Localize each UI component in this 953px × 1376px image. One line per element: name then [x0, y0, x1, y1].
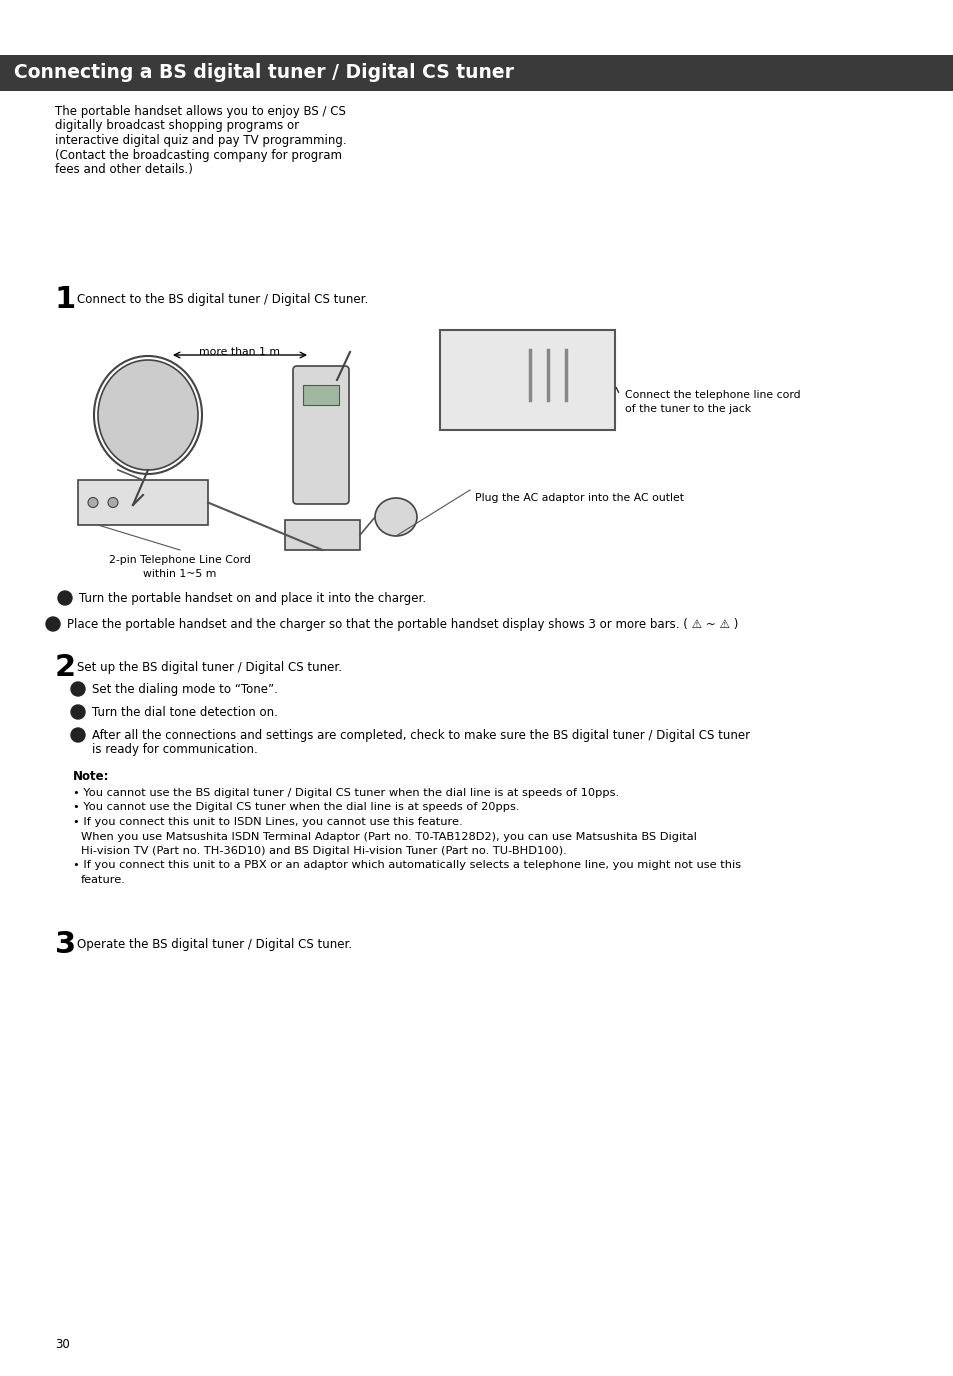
Text: is ready for communication.: is ready for communication. — [91, 743, 257, 757]
Text: Set up the BS digital tuner / Digital CS tuner.: Set up the BS digital tuner / Digital CS… — [77, 660, 341, 674]
Text: 1: 1 — [55, 285, 76, 314]
Text: Operate the BS digital tuner / Digital CS tuner.: Operate the BS digital tuner / Digital C… — [77, 938, 352, 951]
Text: Place the portable handset and the charger so that the portable handset display : Place the portable handset and the charg… — [67, 618, 738, 632]
Text: 3: 3 — [55, 930, 76, 959]
Text: • You cannot use the Digital CS tuner when the dial line is at speeds of 20pps.: • You cannot use the Digital CS tuner wh… — [73, 802, 519, 812]
Text: (Contact the broadcasting company for program: (Contact the broadcasting company for pr… — [55, 149, 341, 161]
Text: Plug the AC adaptor into the AC outlet: Plug the AC adaptor into the AC outlet — [475, 493, 683, 504]
Ellipse shape — [375, 498, 416, 537]
Text: • You cannot use the BS digital tuner / Digital CS tuner when the dial line is a: • You cannot use the BS digital tuner / … — [73, 788, 618, 798]
Circle shape — [71, 705, 85, 720]
Text: 2: 2 — [55, 654, 76, 682]
Text: 2-pin Telephone Line Cord
within 1~5 m: 2-pin Telephone Line Cord within 1~5 m — [109, 555, 251, 579]
Text: Note:: Note: — [73, 771, 110, 783]
Text: more than 1 m: more than 1 m — [199, 347, 280, 356]
FancyBboxPatch shape — [78, 480, 208, 526]
Text: Connect the telephone line cord
of the tuner to the jack: Connect the telephone line cord of the t… — [624, 389, 800, 414]
Text: Turn the dial tone detection on.: Turn the dial tone detection on. — [91, 706, 277, 720]
Ellipse shape — [98, 361, 198, 471]
Circle shape — [108, 498, 118, 508]
Circle shape — [46, 616, 60, 632]
Circle shape — [71, 682, 85, 696]
Text: Connecting a BS digital tuner / Digital CS tuner: Connecting a BS digital tuner / Digital … — [14, 63, 514, 83]
Text: 30: 30 — [55, 1337, 70, 1351]
Text: fees and other details.): fees and other details.) — [55, 162, 193, 176]
Circle shape — [58, 592, 71, 605]
Text: • If you connect this unit to a PBX or an adaptor which automatically selects a : • If you connect this unit to a PBX or a… — [73, 860, 740, 871]
Text: Turn the portable handset on and place it into the charger.: Turn the portable handset on and place i… — [79, 592, 426, 605]
Circle shape — [71, 728, 85, 742]
FancyBboxPatch shape — [293, 366, 349, 504]
Text: interactive digital quiz and pay TV programming.: interactive digital quiz and pay TV prog… — [55, 133, 346, 147]
Text: The portable handset allows you to enjoy BS / CS: The portable handset allows you to enjoy… — [55, 105, 346, 118]
Text: Connect to the BS digital tuner / Digital CS tuner.: Connect to the BS digital tuner / Digita… — [77, 293, 368, 305]
Circle shape — [88, 498, 98, 508]
Text: • If you connect this unit to ISDN Lines, you cannot use this feature.: • If you connect this unit to ISDN Lines… — [73, 817, 462, 827]
Text: After all the connections and settings are completed, check to make sure the BS : After all the connections and settings a… — [91, 729, 749, 742]
FancyBboxPatch shape — [0, 55, 953, 91]
FancyBboxPatch shape — [439, 330, 615, 429]
Text: feature.: feature. — [81, 875, 126, 885]
Text: Hi-vision TV (Part no. TH-36D10) and BS Digital Hi-vision Tuner (Part no. TU-BHD: Hi-vision TV (Part no. TH-36D10) and BS … — [81, 846, 566, 856]
Text: Set the dialing mode to “Tone”.: Set the dialing mode to “Tone”. — [91, 682, 277, 696]
FancyBboxPatch shape — [303, 385, 338, 405]
Text: When you use Matsushita ISDN Terminal Adaptor (Part no. T0-TAB128D2), you can us: When you use Matsushita ISDN Terminal Ad… — [81, 831, 696, 842]
Text: digitally broadcast shopping programs or: digitally broadcast shopping programs or — [55, 120, 299, 132]
FancyBboxPatch shape — [285, 520, 359, 550]
